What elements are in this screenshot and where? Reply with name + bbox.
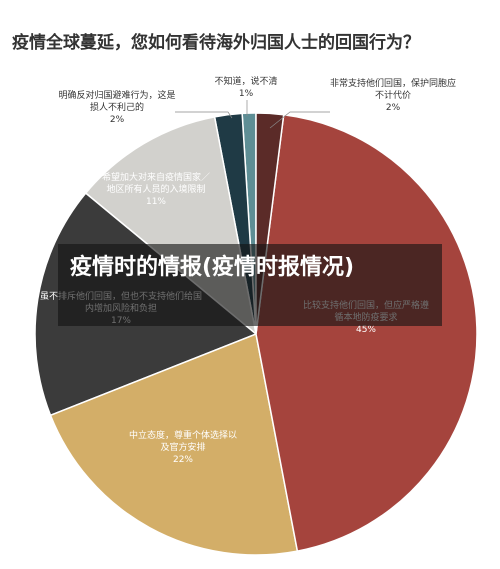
- chart-title: 疫情全球蔓延，您如何看待海外归国人士的回国行为？: [12, 33, 420, 53]
- overlay-banner: 疫情时的情报(疫情时报情况): [58, 244, 442, 326]
- pie-slice: [255, 113, 478, 552]
- value-label: 2%: [109, 115, 125, 125]
- value-label: 45%: [355, 325, 376, 335]
- leader-line: [269, 111, 330, 129]
- slice-label: 明确反对归国避难行为，这是损人不利己的 2%: [58, 90, 176, 126]
- pie-slice: [49, 332, 299, 556]
- category-label: 希望加大对来自疫情国家／地区所有人员的入境限制: [101, 173, 210, 195]
- watermark: @环球时报: [427, 548, 488, 562]
- value-label: 2%: [385, 103, 401, 113]
- value-label: 1%: [238, 89, 254, 99]
- category-label: 不知道，说不清: [214, 77, 278, 87]
- category-label: 非常支持他们回国，保护同胞应不计代价: [329, 79, 456, 101]
- value-label: 11%: [145, 197, 166, 207]
- slice-label: 不知道，说不清 1%: [205, 76, 287, 100]
- slice-label: 希望加大对来自疫情国家／地区所有人员的入境限制 11%: [100, 172, 212, 208]
- category-label: 明确反对归国避难行为，这是损人不利己的: [58, 91, 176, 113]
- leader-line: [175, 111, 233, 119]
- leader-lines: [175, 100, 330, 129]
- slice-label: 非常支持他们回国，保护同胞应不计代价 2%: [328, 78, 458, 114]
- slice-label: 中立态度，尊重个体选择以及官方安排 22%: [128, 430, 238, 466]
- category-label: 中立态度，尊重个体选择以及官方安排: [128, 431, 237, 453]
- value-label: 22%: [172, 455, 193, 465]
